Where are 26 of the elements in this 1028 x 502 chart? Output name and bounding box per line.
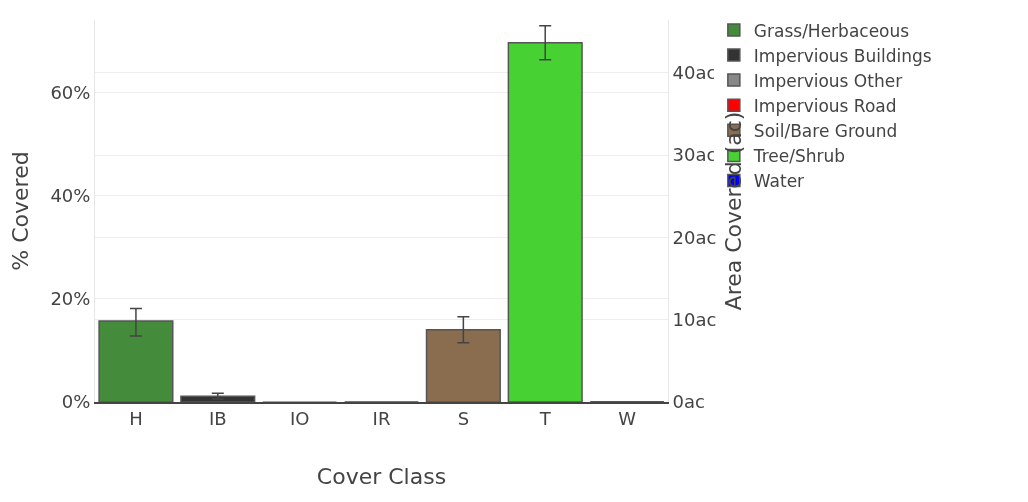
legend-label: Impervious Road bbox=[753, 95, 897, 116]
y2-tick-label: 10ac bbox=[672, 308, 717, 330]
x-tick-label: T bbox=[538, 408, 552, 430]
x-tick-label: S bbox=[457, 408, 470, 430]
y-tick-label: 20% bbox=[50, 288, 91, 310]
y-tick-label: 60% bbox=[50, 81, 91, 103]
y2-tick-label: 0ac bbox=[672, 391, 705, 413]
legend-label: Water bbox=[753, 171, 805, 192]
y2-tick-label: 30ac bbox=[672, 144, 717, 166]
x-tick-label: IO bbox=[289, 408, 310, 430]
y-axis-title: % Covered bbox=[8, 151, 34, 271]
y-tick-label: 40% bbox=[50, 184, 91, 206]
x-tick-label: H bbox=[129, 408, 143, 430]
x-tick-label: W bbox=[618, 408, 637, 430]
x-axis-title: Cover Class bbox=[316, 463, 447, 489]
legend-label: Impervious Buildings bbox=[753, 45, 932, 66]
y2-tick-label: 40ac bbox=[672, 61, 717, 83]
legend-label: Impervious Other bbox=[753, 70, 903, 91]
x-tick-label: IB bbox=[208, 408, 227, 430]
y-tick-label: 0% bbox=[61, 391, 91, 413]
y2-axis-title: Area Covered (ac) bbox=[721, 111, 747, 311]
x-tick-label: IR bbox=[372, 408, 391, 430]
legend-label: Tree/Shrub bbox=[752, 146, 846, 167]
y2-tick-label: 20ac bbox=[672, 226, 717, 248]
legend-label: Soil/Bare Ground bbox=[753, 120, 898, 141]
legend-label: Grass/Herbaceous bbox=[753, 20, 910, 41]
